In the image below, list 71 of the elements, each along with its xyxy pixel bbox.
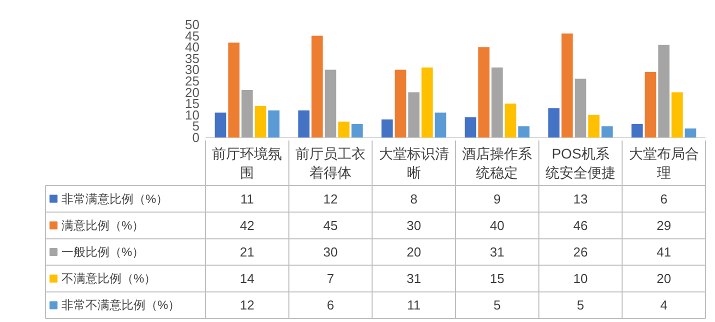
bar	[632, 124, 643, 138]
data-label: 20	[656, 271, 672, 286]
data-label: 29	[656, 218, 672, 233]
data-label: 30	[323, 244, 338, 260]
data-label: 26	[573, 244, 588, 260]
data-label: 20	[406, 244, 422, 260]
data-label: 11	[240, 191, 254, 206]
data-label: 9	[494, 191, 501, 206]
data-label: 14	[240, 271, 254, 286]
data-label: 6	[660, 191, 668, 206]
legend-label: 一般比例（%）	[62, 245, 144, 259]
bar	[298, 110, 310, 138]
bar	[338, 122, 350, 138]
data-label: 21	[240, 244, 254, 260]
legend-label: 不满意比例（%）	[62, 272, 156, 286]
bar	[214, 112, 226, 138]
bar	[464, 117, 476, 138]
x-tick-label: 大堂布局合理	[628, 146, 699, 180]
bar	[422, 67, 433, 138]
data-label: 13	[573, 191, 588, 206]
data-label: 45	[323, 218, 338, 233]
data-label: 12	[323, 191, 338, 206]
data-label: 5	[576, 298, 584, 313]
bar	[242, 90, 253, 138]
bar	[324, 70, 336, 138]
data-label: 30	[406, 218, 422, 233]
bar	[408, 92, 420, 138]
x-tick-label: 酒店操作系统稳定	[462, 146, 532, 180]
x-tick-label: 前厅环境氛围	[212, 146, 282, 180]
x-tick-label: 前厅员工衣着得体	[296, 146, 366, 180]
data-label: 4	[660, 298, 668, 313]
bar	[312, 36, 323, 138]
legend-label: 满意比例（%）	[62, 218, 144, 232]
bar	[562, 34, 573, 138]
bar	[588, 114, 600, 138]
bar	[644, 72, 656, 138]
data-label: 11	[407, 298, 421, 313]
bar	[504, 104, 516, 138]
data-label: 7	[326, 271, 334, 286]
data-label: 15	[490, 271, 504, 286]
bar	[574, 78, 586, 138]
x-tick-label: POS机系统安全便捷	[546, 146, 616, 180]
data-label: 31	[490, 244, 504, 260]
bar	[602, 126, 613, 138]
bar	[492, 67, 503, 138]
bar	[434, 112, 446, 138]
x-tick-label: 大堂标识清晰	[378, 146, 449, 180]
data-label: 12	[240, 298, 254, 313]
bar	[658, 44, 670, 138]
bar	[268, 110, 280, 138]
bar	[394, 70, 406, 138]
legend-label: 非常不满意比例（%）	[62, 298, 180, 312]
bar	[228, 42, 240, 138]
data-label: 5	[494, 298, 501, 313]
bar	[548, 108, 560, 138]
data-label: 10	[573, 271, 588, 286]
bar	[478, 47, 490, 138]
bar	[684, 128, 696, 138]
data-label: 42	[240, 218, 254, 233]
bar	[518, 126, 530, 138]
data-label: 31	[406, 271, 422, 286]
bar	[254, 106, 266, 138]
data-label: 41	[656, 244, 672, 260]
data-label: 8	[410, 191, 418, 206]
bar	[382, 119, 393, 138]
data-label: 6	[326, 298, 334, 313]
bar	[352, 124, 363, 138]
data-label: 46	[573, 218, 588, 233]
bar	[672, 92, 683, 138]
legend-label: 非常满意比例（%）	[62, 192, 168, 206]
data-label: 40	[490, 218, 504, 233]
